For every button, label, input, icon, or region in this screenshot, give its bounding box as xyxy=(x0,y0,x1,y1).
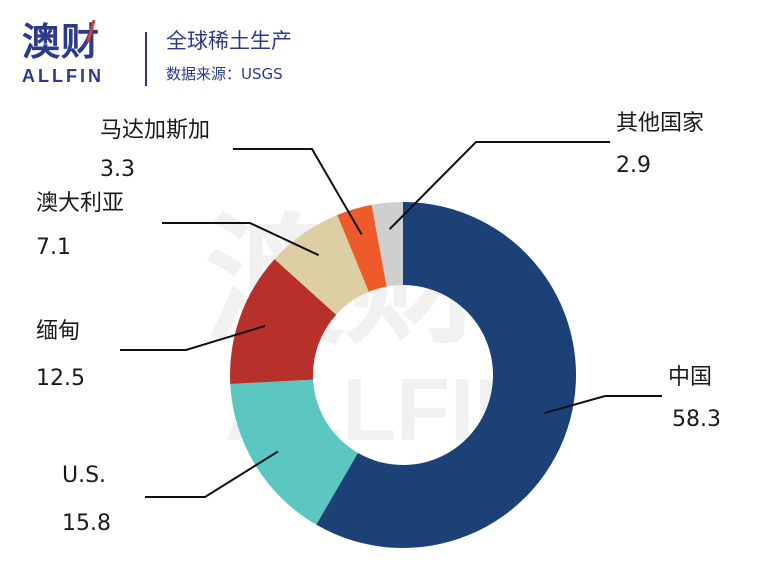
leader-lines xyxy=(120,141,662,498)
leader-line xyxy=(388,141,610,230)
slice-label-name: 缅甸 xyxy=(36,319,80,344)
slice-label-value: 3.3 xyxy=(100,157,135,182)
header-divider xyxy=(145,32,147,86)
slice-label-value: 2.9 xyxy=(616,153,651,178)
logo-chinese-text: 澳财 xyxy=(22,20,101,64)
donut-slice xyxy=(230,379,358,525)
leader-line xyxy=(145,450,279,498)
chart-source: 数据来源：USGS xyxy=(166,65,283,83)
leader-line xyxy=(233,148,363,235)
slice-label-value: 12.5 xyxy=(36,366,85,391)
allfin-logo: 澳财 ALLFIN xyxy=(22,20,122,86)
slice-label-value: 15.8 xyxy=(62,511,111,536)
slice-label-name: 其他国家 xyxy=(616,111,704,136)
logo-english-text: ALLFIN xyxy=(22,66,104,86)
slice-label-name: U.S. xyxy=(62,463,106,488)
chart-title: 全球稀土生产 xyxy=(166,29,292,53)
leader-line xyxy=(162,222,320,257)
donut-slice xyxy=(230,259,337,384)
slice-label-name: 澳大利亚 xyxy=(36,191,124,216)
donut-slices xyxy=(230,202,577,548)
slice-label-value: 58.3 xyxy=(672,407,721,432)
donut-slice xyxy=(316,202,577,548)
leader-line xyxy=(544,395,662,414)
leader-line xyxy=(120,325,266,351)
chart-header: 澳财 ALLFIN 全球稀土生产 数据来源：USGS xyxy=(0,0,759,100)
slice-label-name: 马达加斯加 xyxy=(100,118,210,143)
donut-slice xyxy=(337,204,387,292)
logo-accent-mark xyxy=(86,19,96,43)
slice-labels: 中国 58.3 U.S. 15.8 缅甸 12.5 澳大利亚 7.1 马达加斯加 3.3 其他国家 2… xyxy=(36,111,721,536)
donut-slice xyxy=(274,214,369,315)
slice-label-name: 中国 xyxy=(668,365,712,390)
slice-label-value: 7.1 xyxy=(36,235,71,260)
